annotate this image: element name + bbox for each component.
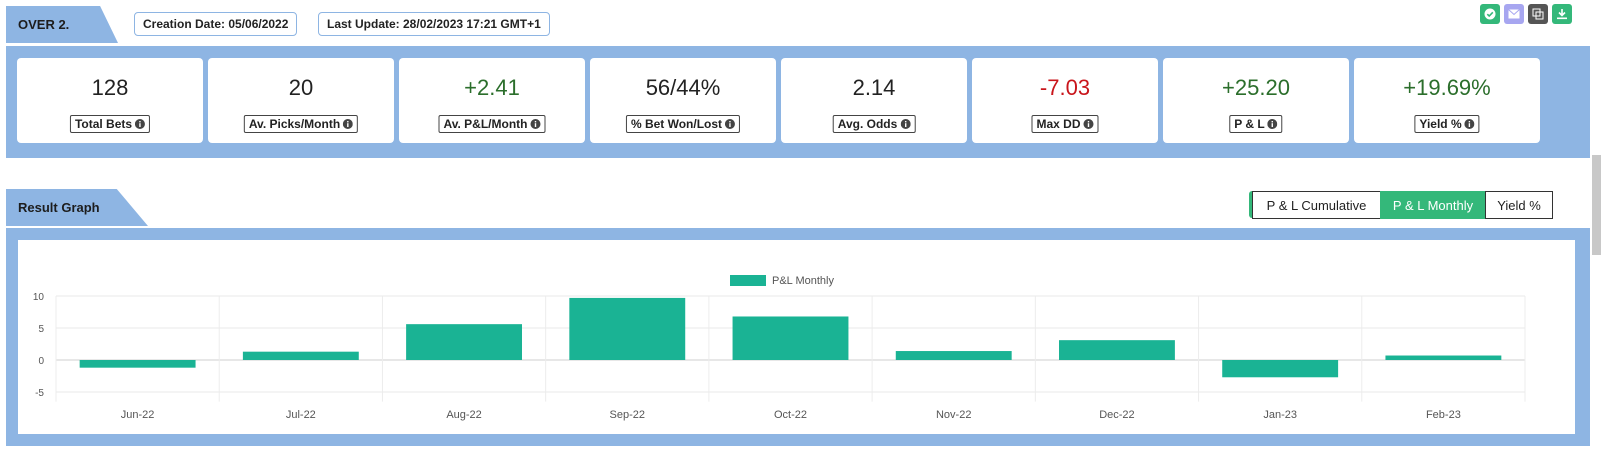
check-icon-glyph bbox=[1484, 8, 1496, 20]
stat-label-text: P & L bbox=[1234, 117, 1265, 131]
stat-label-text: Av. Picks/Month bbox=[248, 117, 341, 131]
info-icon bbox=[722, 117, 736, 131]
stat-value: +2.41 bbox=[464, 75, 520, 100]
info-icon bbox=[132, 117, 146, 131]
copy-icon[interactable] bbox=[1528, 4, 1548, 24]
x-tick-label: Dec-22 bbox=[1099, 409, 1134, 421]
bar bbox=[406, 324, 522, 360]
stat-value: +19.69% bbox=[1403, 75, 1491, 100]
y-tick-label: 10 bbox=[33, 292, 45, 303]
bar bbox=[242, 351, 359, 360]
stat-label-text: % Bet Won/Lost bbox=[630, 117, 723, 131]
stat-card: -7.03 Max DD bbox=[972, 58, 1158, 143]
stat-value: 128 bbox=[91, 75, 129, 100]
stat-label[interactable]: P & L bbox=[1229, 115, 1283, 133]
x-tick-label: Jun-22 bbox=[121, 409, 155, 421]
creation-date: Creation Date: 05/06/2022 bbox=[134, 12, 298, 36]
stat-label[interactable]: Total Bets bbox=[69, 115, 151, 133]
stat-label[interactable]: Avg. Odds bbox=[832, 115, 916, 133]
stat-label-text: Yield % bbox=[1419, 117, 1462, 131]
stat-card: 56/44% % Bet Won/Lost bbox=[590, 58, 776, 143]
y-tick-label: 5 bbox=[38, 324, 44, 335]
info-icon bbox=[528, 117, 541, 131]
bar bbox=[569, 297, 686, 360]
page-scrollbar[interactable] bbox=[1592, 155, 1601, 255]
stat-value: 20 bbox=[288, 75, 314, 100]
legend-label: P&L Monthly bbox=[772, 275, 834, 287]
stat-label[interactable]: Av. Picks/Month bbox=[243, 115, 359, 133]
stat-card: 2.14 Avg. Odds bbox=[781, 58, 967, 143]
stats-panel: 128 Total Bets 20 Av. Picks/Month +2.41 Av. P… bbox=[6, 46, 1590, 158]
y-tick-label: 0 bbox=[38, 356, 44, 367]
graph-panel: 10 5 0 -5 Jun-22 Jul-22 Aug-22 Sep-22 Oct-22 Nov-… bbox=[6, 228, 1590, 446]
download-icon[interactable] bbox=[1552, 4, 1572, 24]
stat-value: +25.20 bbox=[1222, 75, 1290, 100]
toggle-p-l-monthly[interactable]: P & L Monthly bbox=[1380, 191, 1486, 219]
stat-label[interactable]: Av. P&L/Month bbox=[438, 115, 546, 133]
stat-card: +2.41 Av. P&L/Month bbox=[399, 58, 585, 143]
stat-label[interactable]: % Bet Won/Lost bbox=[625, 115, 741, 133]
stat-value: 2.14 bbox=[852, 75, 896, 100]
stat-label-text: Avg. Odds bbox=[837, 117, 898, 131]
stat-card: 128 Total Bets bbox=[17, 58, 203, 143]
stat-card: +25.20 P & L bbox=[1163, 58, 1349, 143]
x-tick-label: Aug-22 bbox=[446, 409, 481, 421]
stat-card: +19.69% Yield % bbox=[1354, 58, 1540, 143]
x-tick-label: Oct-22 bbox=[774, 409, 807, 421]
toggle-yield[interactable]: Yield % bbox=[1485, 191, 1553, 219]
bar bbox=[895, 351, 1012, 360]
bar bbox=[732, 316, 849, 360]
stat-label-text: Max DD bbox=[1036, 117, 1081, 131]
bar bbox=[79, 360, 196, 368]
info-icon bbox=[1265, 117, 1278, 131]
download-icon-glyph bbox=[1557, 9, 1567, 20]
stat-card: 20 Av. Picks/Month bbox=[208, 58, 394, 143]
envelope-icon bbox=[1508, 9, 1520, 19]
toggle-p-l-cumulative[interactable]: P & L Cumulative bbox=[1252, 191, 1381, 219]
legend-swatch bbox=[730, 275, 766, 286]
stat-label[interactable]: Max DD bbox=[1031, 115, 1099, 133]
result-graph-title: Result Graph bbox=[6, 189, 148, 226]
strategy-title: OVER 2. bbox=[6, 6, 118, 43]
x-tick-label: Feb-23 bbox=[1426, 409, 1461, 421]
copy-icon-glyph bbox=[1532, 8, 1544, 20]
stat-label-text: Total Bets bbox=[74, 117, 133, 131]
stat-value: 56/44% bbox=[645, 75, 721, 100]
info-icon bbox=[1081, 117, 1094, 131]
chart-area: 10 5 0 -5 Jun-22 Jul-22 Aug-22 Sep-22 Oct-22 Nov-… bbox=[18, 240, 1575, 434]
check-icon[interactable] bbox=[1480, 4, 1500, 24]
x-tick-label: Jan-23 bbox=[1263, 409, 1297, 421]
last-update: Last Update: 28/02/2023 17:21 GMT+1 bbox=[318, 12, 550, 36]
info-icon bbox=[897, 117, 911, 131]
stat-label-text: Av. P&L/Month bbox=[443, 117, 528, 131]
action-buttons bbox=[1480, 4, 1572, 24]
stat-label[interactable]: Yield % bbox=[1414, 115, 1480, 133]
y-tick-label: -5 bbox=[35, 388, 44, 399]
x-tick-label: Jul-22 bbox=[286, 409, 316, 421]
bar-chart: 10 5 0 -5 Jun-22 Jul-22 Aug-22 Sep-22 Oct-22 Nov-… bbox=[33, 275, 1526, 421]
x-tick-label: Nov-22 bbox=[936, 409, 971, 421]
stat-value: -7.03 bbox=[1039, 75, 1091, 100]
info-icon bbox=[1462, 117, 1475, 131]
bar bbox=[1222, 360, 1339, 378]
x-tick-label: Sep-22 bbox=[610, 409, 645, 421]
bar bbox=[1385, 355, 1502, 360]
bar bbox=[1059, 340, 1175, 360]
email-icon[interactable] bbox=[1504, 4, 1524, 24]
info-icon bbox=[340, 117, 354, 131]
